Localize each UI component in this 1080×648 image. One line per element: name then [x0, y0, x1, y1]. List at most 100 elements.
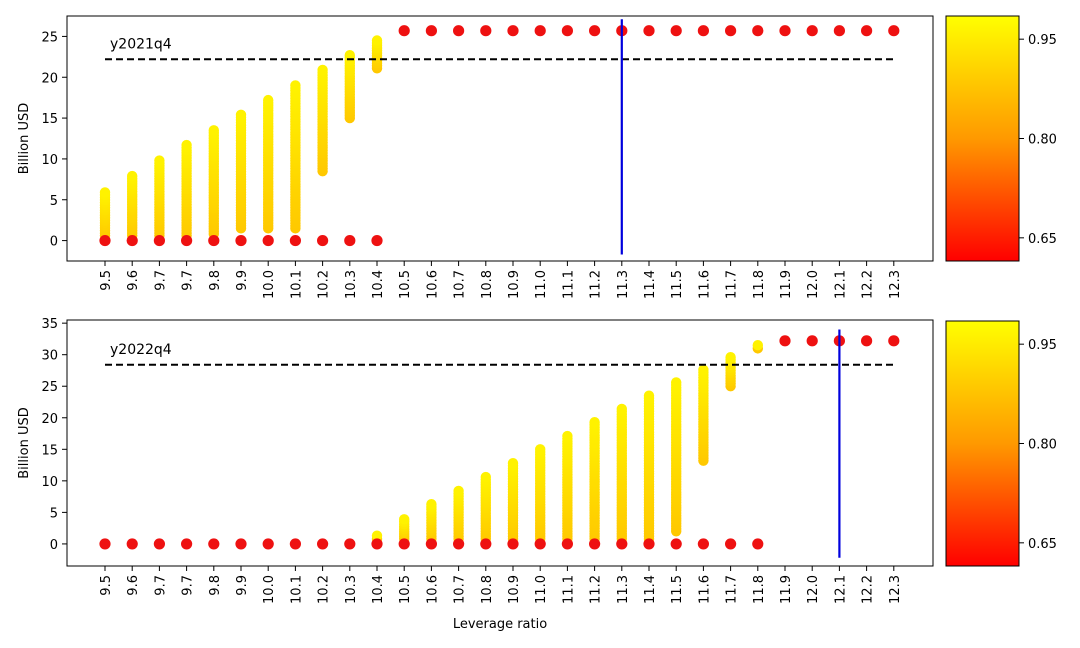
x-tick-label: 9.8 — [208, 575, 223, 596]
yellow-dot — [235, 109, 247, 121]
y-tick-label: 20 — [41, 71, 58, 86]
yellow-dot — [208, 125, 219, 136]
x-tick-label: 10.7 — [453, 270, 468, 299]
period-annotation: y2021q4 — [110, 36, 172, 52]
yellow-dot — [698, 364, 709, 376]
red-dot — [752, 538, 764, 550]
x-tick-label: 11.9 — [779, 575, 794, 604]
top-chart-panel: 0 5 10 15 20 25 9.5 9.6 9.7 9.7 9.8 9.9 10.0 10.1 10.2… — [17, 15, 934, 299]
yellow-dot — [480, 471, 491, 483]
red-dot — [181, 538, 193, 550]
y-tick-label: 20 — [41, 412, 58, 427]
yellow-dot — [263, 94, 274, 106]
red-dot — [888, 25, 900, 37]
x-tick-label: 10.1 — [289, 575, 304, 604]
red-dot — [398, 25, 410, 37]
x-tick-label: 11.3 — [616, 575, 631, 604]
yellow-dot — [643, 390, 655, 401]
red-dot — [779, 25, 791, 37]
y-tick-label: 15 — [41, 112, 58, 127]
y-tick-label: 25 — [41, 380, 58, 395]
x-tick-label: 12.3 — [888, 575, 903, 604]
y-tick-label: 10 — [41, 475, 58, 490]
x-tick-label: 11.3 — [616, 270, 631, 299]
red-dot — [317, 234, 329, 247]
red-dot — [589, 538, 601, 550]
x-tick-label: 10.8 — [480, 270, 495, 299]
y-tick-label: 5 — [50, 506, 58, 521]
red-dot — [153, 234, 165, 247]
x-tick-label: 11.1 — [561, 575, 576, 604]
yellow-dot — [426, 498, 437, 510]
yellow-dot — [127, 170, 138, 182]
x-tick-label: 12.3 — [888, 270, 903, 299]
red-dot — [752, 25, 764, 37]
red-dot — [480, 25, 492, 37]
x-tick-label: 12.0 — [806, 270, 821, 299]
yellow-dot — [371, 530, 383, 541]
red-dot — [235, 538, 247, 550]
red-dot — [589, 25, 601, 37]
red-dot — [153, 538, 165, 550]
y-tick-label: 15 — [41, 443, 58, 458]
red-dot — [126, 538, 138, 550]
x-tick-label: 11.8 — [752, 575, 767, 604]
red-dot — [670, 25, 682, 37]
red-dot — [371, 234, 383, 247]
x-tick-label: 10.8 — [480, 575, 495, 604]
red-dot — [616, 538, 628, 550]
y-tick-label: 10 — [41, 153, 58, 168]
bottom-colorbar: 0.95 0.80 0.65 — [945, 320, 1057, 567]
x-tick-label: 10.4 — [371, 575, 386, 604]
red-dot — [453, 25, 465, 37]
red-dot — [235, 234, 247, 247]
red-dot — [806, 335, 818, 347]
yellow-dot — [616, 403, 627, 415]
red-dot — [262, 538, 274, 550]
red-dot — [697, 25, 710, 37]
top-colorbar: 0.95 0.80 0.65 — [945, 15, 1057, 262]
red-dot — [453, 538, 465, 550]
y-tick-label: 35 — [41, 317, 58, 332]
colorbar-tick-label: 0.80 — [1028, 133, 1057, 148]
red-dot — [480, 538, 492, 550]
colorbar-gradient — [945, 320, 1020, 567]
x-tick-label: 12.1 — [833, 575, 848, 604]
red-dot — [126, 234, 138, 247]
plot-frame — [66, 319, 934, 567]
x-tick-label: 11.5 — [670, 575, 685, 604]
red-dot — [208, 234, 220, 247]
red-dot — [725, 538, 737, 550]
colorbar-gradient — [945, 15, 1020, 262]
x-tick-label: 9.6 — [126, 270, 141, 291]
x-tick-label: 10.4 — [371, 270, 386, 299]
yellow-dot — [99, 187, 111, 198]
plot-frame — [66, 15, 934, 262]
x-tick-label: 11.4 — [643, 270, 658, 299]
x-tick-label: 10.7 — [453, 575, 468, 604]
x-tick-label: 10.1 — [289, 270, 304, 299]
x-tick-label: 11.2 — [589, 575, 604, 604]
y-tick-label: 0 — [50, 235, 58, 250]
x-tick-label: 10.9 — [507, 575, 522, 604]
x-tick-label: 10.3 — [344, 575, 359, 604]
red-dot — [344, 234, 356, 247]
y-tick-label: 30 — [41, 349, 58, 364]
x-axis-label: Leverage ratio — [453, 617, 547, 632]
red-dot — [289, 234, 301, 247]
red-dot — [861, 25, 873, 37]
red-dot — [534, 25, 546, 37]
red-dot — [725, 25, 737, 37]
yellow-dot — [344, 50, 355, 61]
x-tick-label: 11.5 — [670, 270, 685, 299]
yellow-dot — [453, 485, 464, 497]
x-tick-label: 10.5 — [398, 270, 413, 299]
y-tick-label: 25 — [41, 30, 58, 45]
yellow-dot — [290, 80, 301, 91]
x-tick-label: 11.2 — [589, 270, 604, 299]
red-dot — [507, 25, 519, 37]
x-tick-label: 10.2 — [317, 270, 332, 299]
x-tick-label: 9.5 — [99, 575, 114, 596]
red-dot — [208, 538, 220, 550]
